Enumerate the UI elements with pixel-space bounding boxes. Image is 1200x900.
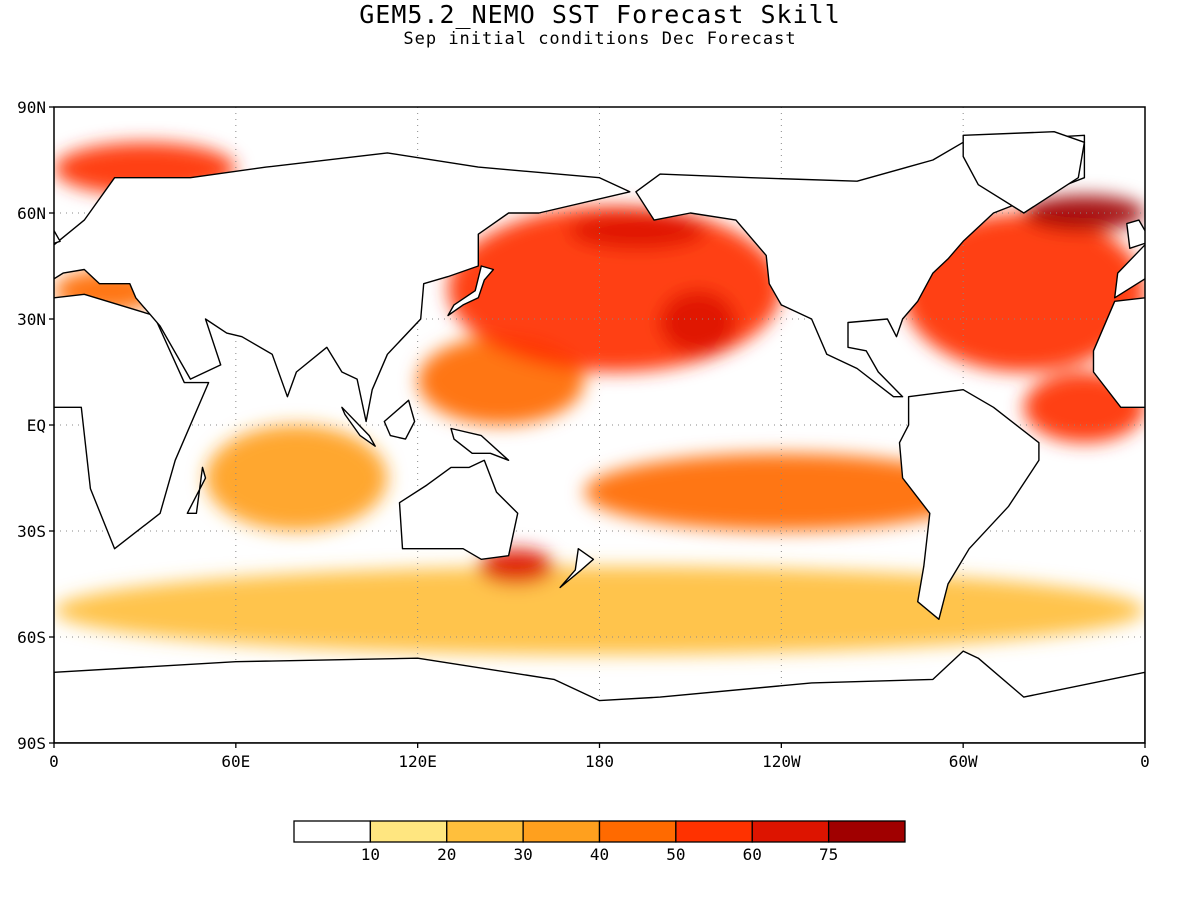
lon-tick-label: 0 [49, 752, 59, 771]
landmass-borneo [383, 399, 416, 440]
lat-tick-label: 30S [17, 522, 46, 541]
colorbar: 10 20 30 40 50 60 75 [293, 820, 906, 864]
lat-tick-label: 60N [17, 204, 46, 223]
continent-outlines [54, 131, 1145, 743]
chart-subtitle: Sep initial conditions Dec Forecast [403, 29, 797, 49]
landmass-africa [54, 293, 210, 550]
landmass-eurasia-wrap [1114, 243, 1145, 299]
colorbar-swatch [751, 820, 830, 843]
lon-tick-label: 60E [221, 752, 250, 771]
landmass-uk [54, 229, 61, 245]
skill-region-10 [569, 213, 706, 249]
landmass-madagascar [186, 466, 207, 514]
landmass-africa-wrap [1092, 297, 1145, 408]
chart-title: GEM5.2_NEMO SST Forecast Skill [359, 0, 841, 29]
colorbar-label: 75 [819, 845, 838, 864]
colorbar-swatch [522, 820, 601, 843]
lat-tick-label: 60S [17, 628, 46, 647]
landmass-australia [398, 459, 519, 560]
landmass-antarctica [54, 650, 1145, 743]
colorbar-label: 10 [361, 845, 380, 864]
colorbar-swatch [446, 820, 524, 843]
lat-tick-label: 30N [17, 310, 46, 329]
lon-tick-label: 120W [762, 752, 801, 771]
colorbar-swatch [675, 820, 753, 843]
landmass-uk-wrap [1126, 219, 1145, 249]
colorbar-label: 40 [590, 845, 609, 864]
colorbar-swatch [293, 820, 372, 843]
colorbar-swatch [827, 820, 906, 843]
lon-tick-label: 0 [1140, 752, 1150, 771]
landmass-greenland [962, 131, 1086, 214]
lat-tick-label: 90N [17, 98, 46, 117]
colorbar-swatch [369, 820, 448, 843]
skill-region-1 [205, 425, 388, 531]
lon-tick-label: 180 [585, 752, 614, 771]
lat-tick-label: EQ [27, 416, 46, 435]
colorbar-label: 60 [743, 845, 762, 864]
lon-tick-label: 60W [949, 752, 978, 771]
colorbar-label: 30 [513, 845, 532, 864]
lat-tick-label: 90S [17, 734, 46, 753]
skill-region-12 [1023, 195, 1145, 231]
skill-region-3 [584, 453, 979, 531]
colorbar-label: 20 [437, 845, 456, 864]
colorbar-swatch [598, 820, 677, 843]
colorbar-label: 50 [666, 845, 685, 864]
landmass-japan [447, 265, 495, 317]
skill-region-9 [660, 290, 736, 355]
lon-tick-label: 120E [398, 752, 437, 771]
skill-region-6 [902, 213, 1145, 372]
landmass-south-america [898, 389, 1040, 620]
landmass-new-guinea [450, 427, 510, 461]
landmass-sumatra [341, 406, 376, 447]
landmass-eurasia [54, 152, 631, 423]
landmass-new-zealand [559, 548, 595, 589]
skill-region-0 [54, 566, 1145, 655]
